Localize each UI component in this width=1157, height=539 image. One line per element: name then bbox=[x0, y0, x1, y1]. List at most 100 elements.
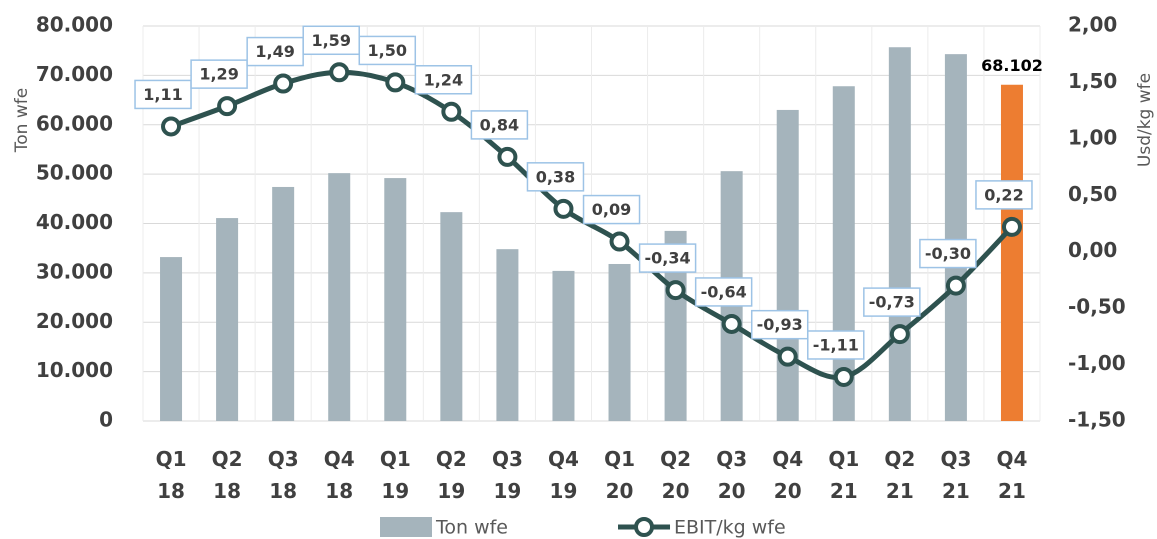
bar bbox=[272, 186, 295, 421]
line-data-label: 0,22 bbox=[984, 185, 1023, 204]
y-tick-label: 70.000 bbox=[36, 62, 113, 86]
line-marker bbox=[889, 324, 910, 345]
line-data-label: 1,29 bbox=[199, 65, 238, 84]
line-marker bbox=[441, 101, 462, 122]
bar bbox=[160, 257, 183, 421]
bar bbox=[944, 54, 967, 422]
x-tick-label: Q1 19 bbox=[380, 447, 411, 503]
y-tick-label: 50.000 bbox=[36, 161, 113, 185]
legend-marker bbox=[634, 517, 655, 537]
line-data-label: 1,49 bbox=[255, 42, 294, 61]
x-tick-label: Q4 20 bbox=[772, 447, 803, 503]
y2-tick-label: 1,00 bbox=[1068, 125, 1117, 149]
x-tick-label: Q4 18 bbox=[324, 447, 355, 503]
bar-data-label: 68.102 bbox=[981, 56, 1043, 75]
bar bbox=[328, 173, 351, 421]
y2-tick-label: 0,50 bbox=[1068, 182, 1117, 206]
line-marker bbox=[1001, 216, 1022, 237]
line-marker bbox=[777, 346, 798, 367]
x-tick-label: Q2 18 bbox=[212, 447, 243, 503]
legend-label: Ton wfe bbox=[435, 517, 508, 539]
y2-tick-label: -1,50 bbox=[1068, 408, 1126, 432]
data-label-box bbox=[919, 238, 977, 269]
line-data-label: -0,93 bbox=[757, 315, 803, 334]
line-data-label: 0,84 bbox=[480, 115, 519, 134]
data-label-box bbox=[807, 330, 865, 360]
x-tick-label: Q1 20 bbox=[604, 447, 635, 503]
x-tick-label: Q4 21 bbox=[997, 447, 1028, 503]
y2-axis-label: Usd/kg wfe bbox=[1135, 73, 1155, 167]
y-tick-label: 10.000 bbox=[36, 358, 113, 382]
data-label-box bbox=[302, 25, 360, 56]
line-marker bbox=[385, 72, 406, 93]
x-tick-label: Q2 19 bbox=[436, 447, 467, 503]
y-tick-label: 20.000 bbox=[36, 309, 113, 333]
line-data-label: 0,09 bbox=[592, 200, 631, 219]
line-marker bbox=[553, 198, 574, 219]
bar bbox=[608, 263, 631, 421]
data-label-box bbox=[246, 36, 304, 67]
x-tick-label: Q3 19 bbox=[492, 447, 523, 503]
data-label-box bbox=[526, 162, 585, 192]
bar bbox=[440, 212, 463, 421]
data-label-box bbox=[470, 110, 529, 140]
line-marker bbox=[833, 366, 854, 387]
y-tick-label: 30.000 bbox=[36, 259, 113, 283]
y2-tick-label: 1,50 bbox=[1068, 69, 1117, 93]
legend-swatch bbox=[380, 517, 432, 537]
line-marker bbox=[945, 275, 966, 296]
y-axis-label: Ton wfe bbox=[12, 88, 32, 153]
line-marker bbox=[217, 96, 238, 117]
line-data-label: -0,34 bbox=[645, 249, 691, 268]
line-marker bbox=[329, 62, 350, 83]
data-label-box bbox=[975, 180, 1033, 210]
bar bbox=[664, 230, 687, 421]
line-marker bbox=[665, 280, 686, 301]
y2-tick-label: -0,50 bbox=[1068, 295, 1126, 319]
bar bbox=[776, 109, 799, 421]
line-data-label: -0,30 bbox=[925, 244, 971, 263]
data-label-box bbox=[638, 243, 697, 273]
line-marker bbox=[273, 73, 294, 94]
x-tick-label: Q1 18 bbox=[156, 447, 187, 503]
line-data-label: 1,50 bbox=[368, 41, 407, 60]
y-tick-label: 60.000 bbox=[36, 111, 113, 135]
line-marker bbox=[721, 313, 742, 334]
bar bbox=[552, 270, 575, 421]
x-tick-label: Q3 18 bbox=[268, 447, 299, 503]
line-data-label: -0,64 bbox=[701, 282, 747, 301]
data-label-box bbox=[190, 59, 248, 89]
x-tick-label: Q2 20 bbox=[660, 447, 691, 503]
line-data-label: 1,24 bbox=[424, 70, 463, 89]
line-data-label: -1,11 bbox=[813, 335, 859, 354]
line-data-label: 1,59 bbox=[311, 31, 350, 50]
bar bbox=[496, 249, 519, 421]
bar bbox=[384, 178, 407, 421]
y-tick-label: 40.000 bbox=[36, 210, 113, 234]
x-tick-label: Q3 20 bbox=[716, 447, 747, 503]
x-tick-label: Q1 21 bbox=[828, 447, 859, 503]
data-label-box bbox=[358, 35, 417, 66]
data-label-box bbox=[750, 309, 809, 340]
data-label-box bbox=[582, 194, 641, 225]
y2-tick-label: -1,00 bbox=[1068, 351, 1126, 375]
line-marker bbox=[161, 116, 182, 137]
x-tick-label: Q3 21 bbox=[940, 447, 971, 503]
data-label-box bbox=[414, 65, 473, 95]
y2-tick-label: 0,00 bbox=[1068, 238, 1117, 262]
data-label-box bbox=[134, 79, 192, 110]
line-marker bbox=[609, 231, 630, 252]
x-tick-label: Q2 21 bbox=[884, 447, 915, 503]
data-label-box bbox=[863, 287, 921, 317]
line-data-label: 1,11 bbox=[143, 85, 182, 104]
bar bbox=[216, 218, 239, 421]
y-tick-label: 80.000 bbox=[36, 13, 113, 37]
y2-tick-label: 2,00 bbox=[1068, 13, 1117, 37]
line-data-label: 0,38 bbox=[536, 167, 575, 186]
data-label-box bbox=[694, 277, 753, 307]
bar bbox=[888, 47, 911, 421]
line-marker bbox=[497, 146, 518, 167]
legend-label: EBIT/kg wfe bbox=[674, 517, 786, 539]
line-data-label: -0,73 bbox=[869, 293, 915, 312]
